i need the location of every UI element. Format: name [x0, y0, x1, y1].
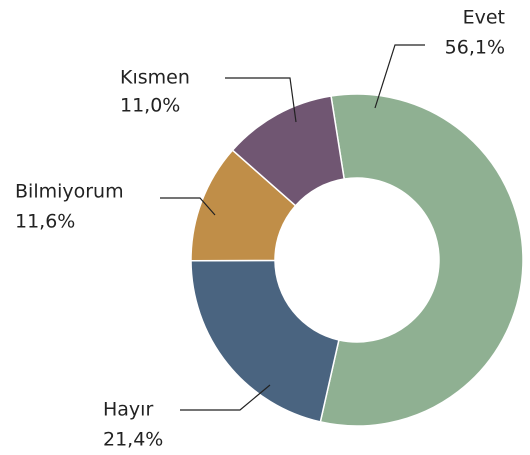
leader-line: [225, 77, 297, 123]
slice-label: Kısmen: [120, 67, 190, 89]
leader-line: [180, 384, 271, 411]
slice-label: Evet: [463, 7, 505, 29]
slice-label: Bilmiyorum: [15, 181, 124, 203]
value-label: 11,0%: [120, 95, 180, 117]
value-label: 11,6%: [15, 211, 75, 233]
value-label: 21,4%: [103, 429, 163, 451]
value-label: 56,1%: [445, 37, 505, 59]
slice: [231, 95, 346, 207]
leader-line: [374, 44, 425, 109]
slice: [319, 93, 524, 427]
slice: [190, 259, 340, 423]
leader-line: [160, 197, 216, 216]
slice-label: Hayır: [103, 399, 153, 421]
